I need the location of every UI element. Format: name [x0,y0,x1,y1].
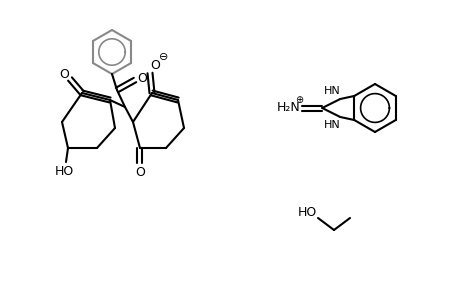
Text: O: O [137,71,146,85]
Text: HO: HO [297,206,316,220]
Text: HN: HN [323,86,340,96]
Text: HN: HN [323,120,340,130]
Text: H₂N: H₂N [276,100,299,113]
Text: O: O [59,68,69,80]
Text: ⊕: ⊕ [295,95,302,105]
Text: O: O [135,166,145,178]
Text: O: O [150,58,160,71]
Text: ⊖: ⊖ [159,52,168,62]
Text: HO: HO [54,164,73,178]
